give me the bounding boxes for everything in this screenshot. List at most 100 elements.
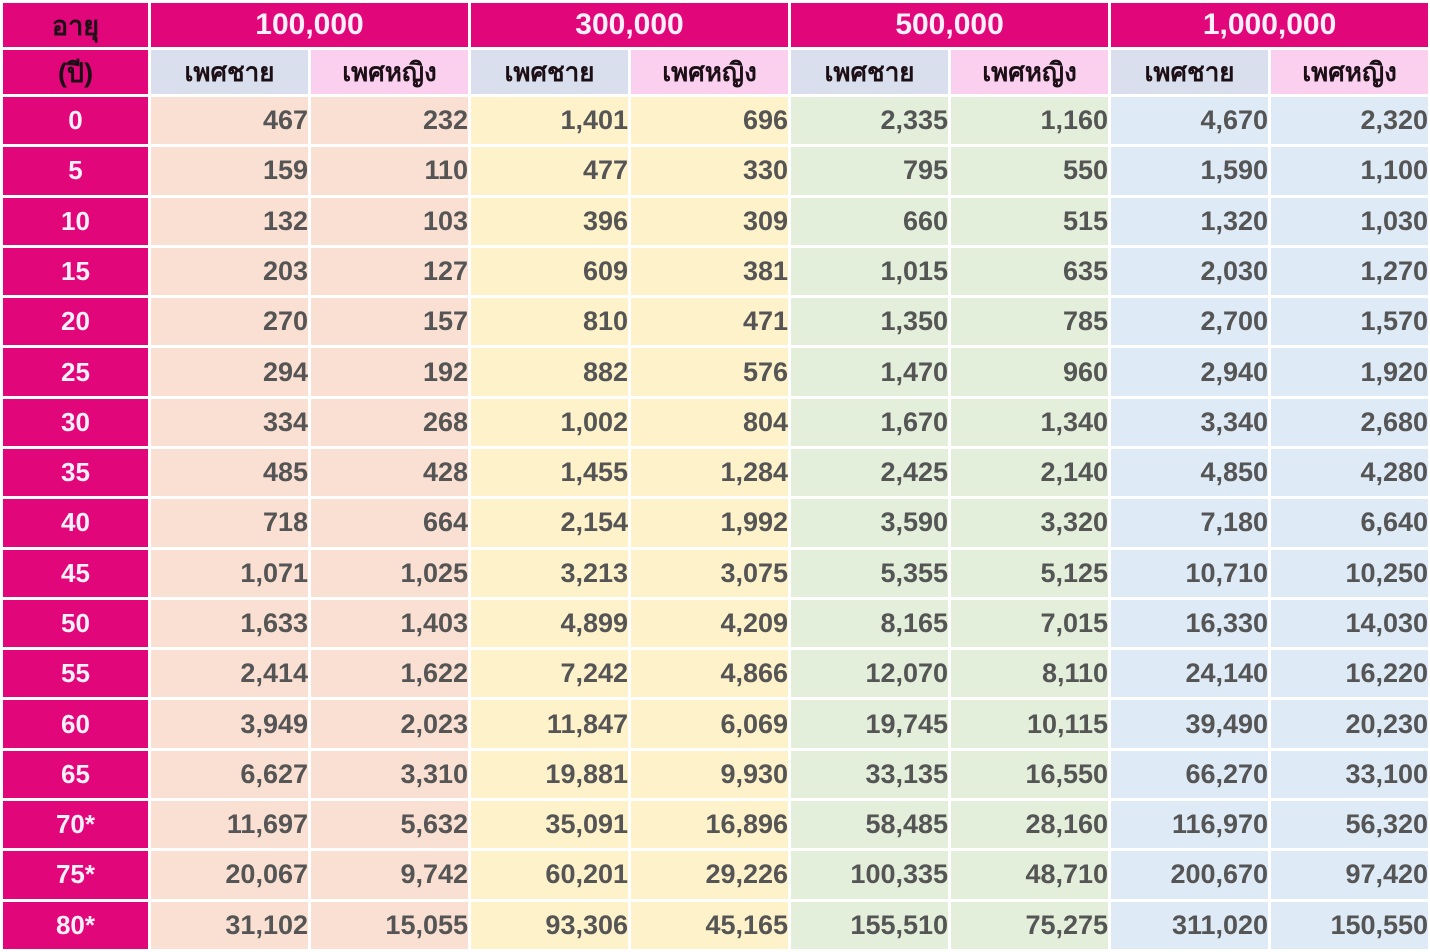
coverage-amount-header-2: 500,000 <box>788 0 1112 50</box>
premium-cell: 4,899 <box>468 596 632 651</box>
premium-cell: 664 <box>307 496 472 550</box>
premium-cell: 7,180 <box>1108 496 1272 550</box>
premium-cell: 16,550 <box>948 747 1112 801</box>
premium-cell: 3,340 <box>1108 395 1272 449</box>
female-column-header: เพศหญิง <box>948 47 1112 97</box>
female-column-header: เพศหญิง <box>307 47 472 97</box>
premium-cell: 8,165 <box>788 596 952 651</box>
premium-cell: 467 <box>148 93 311 148</box>
table-body: 0 467 232 1,401 696 2,335 1,160 4,670 2,320 5 159 1… <box>0 93 1430 952</box>
premium-cell: 1,025 <box>307 546 472 600</box>
premium-cell: 16,896 <box>628 797 792 852</box>
premium-cell: 2,700 <box>1108 295 1272 349</box>
premium-cell: 45,165 <box>628 898 792 952</box>
table-row: 0 467 232 1,401 696 2,335 1,160 4,670 2,320 <box>0 93 1430 148</box>
premium-cell: 1,590 <box>1108 144 1272 198</box>
premium-cell: 5,125 <box>948 546 1112 600</box>
premium-cell: 4,670 <box>1108 93 1272 148</box>
premium-cell: 3,320 <box>948 496 1112 550</box>
premium-cell: 660 <box>788 194 952 248</box>
premium-cell: 6,627 <box>148 747 311 801</box>
premium-cell: 1,992 <box>628 496 792 550</box>
premium-cell: 1,320 <box>1108 194 1272 248</box>
table-row: 80* 31,102 15,055 93,306 45,165 155,510 75,275… <box>0 898 1430 952</box>
age-cell: 75* <box>0 848 151 902</box>
premium-cell: 7,015 <box>948 596 1112 651</box>
table-row: 55 2,414 1,622 7,242 4,866 12,070 8,110 24,140 1… <box>0 647 1430 701</box>
table-row: 35 485 428 1,455 1,284 2,425 2,140 4,850 4,280 <box>0 445 1430 500</box>
premium-cell: 1,071 <box>148 546 311 600</box>
premium-cell: 270 <box>148 295 311 349</box>
premium-cell: 477 <box>468 144 632 198</box>
premium-cell: 804 <box>628 395 792 449</box>
premium-cell: 29,226 <box>628 848 792 902</box>
premium-cell: 6,640 <box>1268 496 1430 550</box>
premium-cell: 1,270 <box>1268 244 1430 299</box>
premium-cell: 39,490 <box>1108 697 1272 751</box>
premium-cell: 11,697 <box>148 797 311 852</box>
premium-cell: 1,340 <box>948 395 1112 449</box>
premium-cell: 1,015 <box>788 244 952 299</box>
age-cell: 40 <box>0 496 151 550</box>
table-row: 75* 20,067 9,742 60,201 29,226 100,335 48,710 2… <box>0 848 1430 902</box>
premium-cell: 785 <box>948 295 1112 349</box>
coverage-header-row: อายุ 100,000 300,000 500,000 1,000,000 <box>0 0 1430 50</box>
table-row: 25 294 192 882 576 1,470 960 2,940 1,920 <box>0 345 1430 399</box>
male-column-header: เพศชาย <box>468 47 632 97</box>
male-column-header: เพศชาย <box>148 47 311 97</box>
premium-cell: 28,160 <box>948 797 1112 852</box>
premium-cell: 2,154 <box>468 496 632 550</box>
age-cell: 0 <box>0 93 151 148</box>
premium-cell: 9,742 <box>307 848 472 902</box>
premium-cell: 12,070 <box>788 647 952 701</box>
premium-cell: 11,847 <box>468 697 632 751</box>
premium-cell: 609 <box>468 244 632 299</box>
table-row: 40 718 664 2,154 1,992 3,590 3,320 7,180 6,640 <box>0 496 1430 550</box>
premium-cell: 1,403 <box>307 596 472 651</box>
age-header-top: อายุ <box>0 0 151 50</box>
table-header: อายุ 100,000 300,000 500,000 1,000,000 (ปี)… <box>0 0 1430 97</box>
premium-cell: 2,425 <box>788 445 952 500</box>
premium-cell: 14,030 <box>1268 596 1430 651</box>
premium-cell: 1,160 <box>948 93 1112 148</box>
premium-cell: 1,350 <box>788 295 952 349</box>
premium-cell: 1,622 <box>307 647 472 701</box>
age-cell: 15 <box>0 244 151 299</box>
premium-cell: 2,030 <box>1108 244 1272 299</box>
premium-cell: 56,320 <box>1268 797 1430 852</box>
table-row: 65 6,627 3,310 19,881 9,930 33,135 16,550 66,27… <box>0 747 1430 801</box>
premium-cell: 471 <box>628 295 792 349</box>
premium-cell: 1,455 <box>468 445 632 500</box>
premium-cell: 1,570 <box>1268 295 1430 349</box>
premium-cell: 232 <box>307 93 472 148</box>
table-row: 45 1,071 1,025 3,213 3,075 5,355 5,125 10,710 10… <box>0 546 1430 600</box>
premium-cell: 576 <box>628 345 792 399</box>
age-cell: 55 <box>0 647 151 701</box>
age-cell: 35 <box>0 445 151 500</box>
premium-cell: 4,209 <box>628 596 792 651</box>
premium-cell: 960 <box>948 345 1112 399</box>
premium-cell: 66,270 <box>1108 747 1272 801</box>
premium-cell: 2,335 <box>788 93 952 148</box>
premium-cell: 309 <box>628 194 792 248</box>
age-cell: 25 <box>0 345 151 399</box>
premium-cell: 33,135 <box>788 747 952 801</box>
premium-cell: 1,670 <box>788 395 952 449</box>
age-cell: 45 <box>0 546 151 600</box>
premium-cell: 10,115 <box>948 697 1112 751</box>
premium-cell: 116,970 <box>1108 797 1272 852</box>
premium-cell: 8,110 <box>948 647 1112 701</box>
premium-cell: 294 <box>148 345 311 399</box>
age-cell: 30 <box>0 395 151 449</box>
premium-cell: 2,023 <box>307 697 472 751</box>
premium-cell: 97,420 <box>1268 848 1430 902</box>
premium-cell: 795 <box>788 144 952 198</box>
premium-cell: 1,002 <box>468 395 632 449</box>
premium-cell: 5,355 <box>788 546 952 600</box>
premium-cell: 428 <box>307 445 472 500</box>
age-cell: 65 <box>0 747 151 801</box>
age-header-unit: (ปี) <box>0 47 151 97</box>
age-cell: 80* <box>0 898 151 952</box>
premium-cell: 485 <box>148 445 311 500</box>
